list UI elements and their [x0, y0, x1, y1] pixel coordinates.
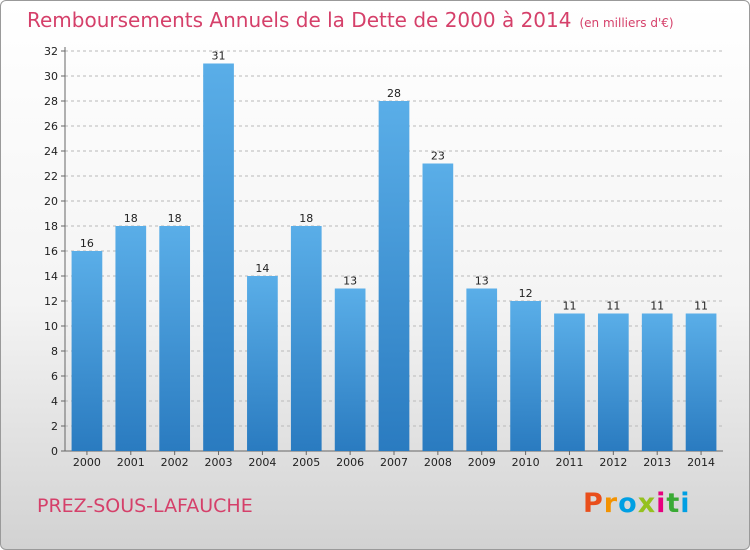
bar — [554, 313, 585, 451]
labels: 0246810121416182022242628303220001620011… — [44, 45, 715, 469]
y-tick-label: 26 — [44, 120, 58, 133]
y-tick-label: 10 — [44, 320, 58, 333]
x-tick-label: 2000 — [73, 456, 101, 469]
data-label: 14 — [255, 262, 269, 275]
x-tick-label: 2014 — [687, 456, 715, 469]
chart-title: Remboursements Annuels de la Dette de 20… — [27, 8, 674, 32]
y-tick-label: 8 — [51, 345, 58, 358]
y-tick-label: 14 — [44, 270, 58, 283]
x-tick-label: 2006 — [336, 456, 364, 469]
y-tick-label: 12 — [44, 295, 58, 308]
y-tick-label: 22 — [44, 170, 58, 183]
y-tick-label: 0 — [51, 445, 58, 458]
bar — [685, 313, 717, 451]
data-label: 18 — [124, 212, 138, 225]
x-tick-label: 2013 — [643, 456, 671, 469]
y-tick-label: 18 — [44, 220, 58, 233]
x-tick-label: 2011 — [555, 456, 583, 469]
bar — [159, 226, 191, 451]
x-tick-label: 2005 — [292, 456, 320, 469]
chart-subtitle: (en milliers d'€) — [579, 16, 674, 30]
y-tick-label: 16 — [44, 245, 58, 258]
bar — [247, 276, 278, 451]
data-label: 31 — [212, 50, 226, 63]
data-label: 16 — [80, 237, 94, 250]
x-tick-label: 2003 — [205, 456, 233, 469]
data-label: 11 — [562, 300, 576, 313]
x-tick-label: 2001 — [117, 456, 145, 469]
bar — [466, 288, 498, 451]
y-tick-label: 2 — [51, 420, 58, 433]
y-tick-label: 32 — [44, 45, 58, 58]
y-tick-label: 28 — [44, 95, 58, 108]
data-label: 13 — [475, 275, 489, 288]
x-tick-label: 2009 — [468, 456, 496, 469]
x-tick-label: 2010 — [512, 456, 540, 469]
data-label: 13 — [343, 275, 357, 288]
bars — [71, 63, 717, 451]
data-label: 11 — [650, 300, 664, 313]
bar — [641, 313, 673, 451]
x-tick-label: 2002 — [161, 456, 189, 469]
bar — [422, 163, 454, 451]
commune-name: PREZ-SOUS-LAFAUCHE — [37, 495, 253, 517]
data-label: 28 — [387, 87, 401, 100]
y-tick-label: 30 — [44, 70, 58, 83]
data-label: 23 — [431, 150, 445, 163]
bar — [115, 226, 147, 451]
y-tick-label: 24 — [44, 145, 58, 158]
y-tick-label: 6 — [51, 370, 58, 383]
bar — [510, 301, 541, 451]
bar — [71, 251, 103, 451]
x-tick-label: 2007 — [380, 456, 408, 469]
bar — [378, 101, 410, 451]
bar — [290, 226, 322, 451]
proxiti-logo: Proxiti — [583, 488, 691, 519]
bar — [597, 313, 629, 451]
x-tick-label: 2008 — [424, 456, 452, 469]
data-label: 18 — [299, 212, 313, 225]
y-tick-label: 4 — [51, 395, 58, 408]
data-label: 18 — [168, 212, 182, 225]
bar — [203, 63, 234, 451]
data-label: 12 — [519, 287, 533, 300]
data-label: 11 — [694, 300, 708, 313]
bar — [334, 288, 366, 451]
data-label: 11 — [606, 300, 620, 313]
x-tick-label: 2004 — [248, 456, 276, 469]
y-tick-label: 20 — [44, 195, 58, 208]
x-tick-label: 2012 — [599, 456, 627, 469]
